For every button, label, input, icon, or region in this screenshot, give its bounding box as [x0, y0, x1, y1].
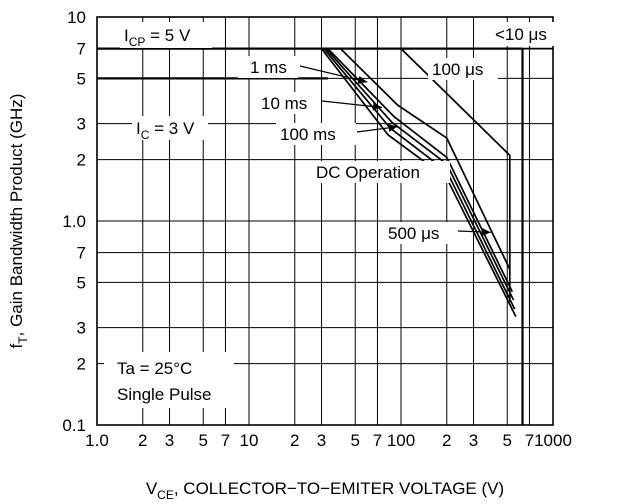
plot-frame: [96, 16, 554, 426]
x-tick-label: 5: [199, 431, 208, 450]
x-tick-label: 1000: [534, 431, 572, 450]
label-500us: 500 μs: [388, 224, 439, 243]
label-bg-500us: [385, 222, 457, 244]
y-tick-label: 3: [77, 319, 86, 338]
pointer-arrowhead: [481, 227, 491, 236]
pointer-arrowhead: [372, 102, 383, 111]
y-tick-label: 3: [77, 115, 86, 134]
limit-lines: [97, 47, 524, 425]
x-tick-label: 3: [165, 431, 174, 450]
label-100us: 100 μs: [432, 60, 483, 79]
x-tick-label: 1.0: [85, 431, 109, 450]
pointer-arrowhead: [357, 76, 368, 84]
series-line: [400, 47, 511, 303]
ic-label: IC = 3 V: [136, 119, 195, 142]
x-tick-label: 10: [240, 431, 259, 450]
pointers: [299, 65, 491, 236]
series-line: [339, 47, 511, 270]
pointer-arrowhead: [388, 123, 398, 132]
y-tick-labels: 0.1 2 3 5 7 1.0 2 3 5 7 10: [62, 8, 86, 435]
y-tick-label: 0.1: [62, 416, 86, 435]
x-tick-label: 3: [317, 431, 326, 450]
x-tick-label: 3: [469, 431, 478, 450]
y-tick-label: 2: [77, 355, 86, 374]
label-10us: <10 μs: [495, 25, 547, 44]
y-tick-label: 1.0: [62, 212, 86, 231]
label-1ms: 1 ms: [250, 58, 287, 77]
label-bg-10us: [488, 22, 568, 46]
x-tick-label: 5: [503, 431, 512, 450]
x-tick-label: 2: [442, 431, 451, 450]
label-bg-ic: [132, 116, 208, 140]
x-tick-label: 5: [351, 431, 360, 450]
y-tick-label: 10: [67, 8, 86, 27]
y-tick-label: 7: [77, 244, 86, 263]
y-tick-label: 7: [77, 40, 86, 59]
series-line: [320, 48, 517, 317]
x-tick-label: 100: [387, 431, 415, 450]
x-axis-title: VCE, COLLECTOR−TO−EMITER VOLTAGE (V): [146, 479, 504, 502]
label-bg-cond: [104, 352, 234, 408]
label-10ms: 10 ms: [261, 94, 307, 113]
label-bg-10ms: [255, 92, 321, 114]
condition-pulse: Single Pulse: [117, 385, 212, 404]
label-bg-icp: [120, 22, 212, 48]
icp-label: ICP = 5 V: [124, 26, 191, 49]
x-tick-label: 7: [221, 431, 230, 450]
label-bg-dc: [310, 161, 450, 183]
y-tick-label: 5: [77, 273, 86, 292]
x-tick-label: 7: [373, 431, 382, 450]
label-bg-100ms: [276, 123, 356, 145]
x-tick-label: 2: [290, 431, 299, 450]
y-tick-label: 2: [77, 151, 86, 170]
condition-temp: Ta = 25°C: [117, 359, 192, 378]
y-axis-title: fT, Gain Bandwidth Product (GHz): [7, 94, 30, 349]
label-bg-1ms: [238, 56, 298, 78]
pointer-line: [299, 65, 368, 83]
label-100ms: 100 ms: [280, 125, 336, 144]
x-tick-label: 7: [525, 431, 534, 450]
y-tick-label: 5: [77, 69, 86, 88]
pointer-line: [321, 100, 383, 109]
label-bg-100us: [428, 58, 498, 80]
series-line: [323, 48, 516, 310]
label-dc: DC Operation: [316, 163, 420, 182]
x-tick-labels: 1.0 2 3 5 7 10 2 3 5 7 100 2 3 5 7 1000: [85, 431, 572, 450]
x-tick-label: 2: [138, 431, 147, 450]
